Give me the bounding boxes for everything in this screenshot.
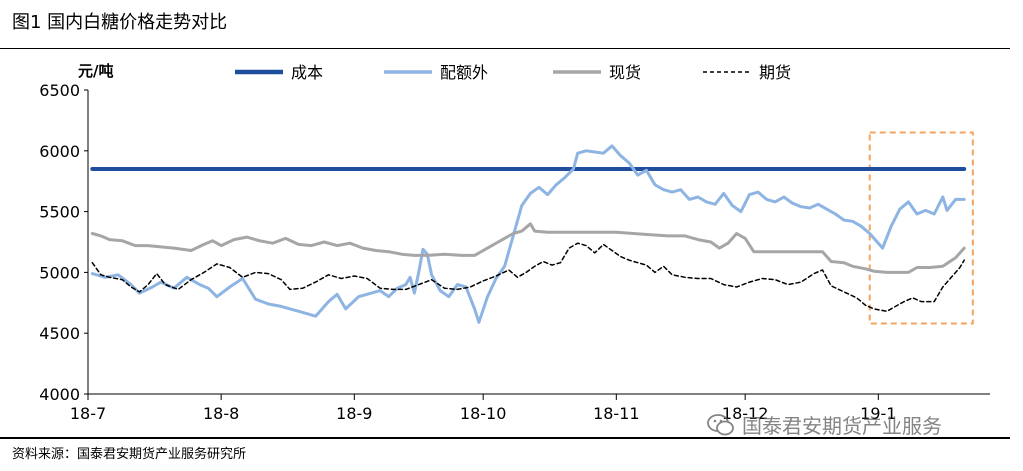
legend-label: 期货 (759, 63, 791, 82)
price-chart: 4000 4500 5000 5500 6000 6500 18-7 18-8 18-9 18-1… (39, 62, 990, 423)
y-unit-label: 元/吨 (78, 62, 113, 80)
x-tick-label: 18-10 (460, 404, 507, 423)
watermark-text: 国泰君安期货产业服务 (742, 414, 942, 438)
series-layer (90, 144, 967, 324)
y-tick-label: 6000 (39, 142, 80, 161)
figure-title: 图1 国内白糖价格走势对比 (12, 12, 228, 33)
legend: 成本 配额外 现货 期货 (235, 63, 791, 82)
series-line-2 (90, 222, 966, 274)
legend-label: 配额外 (440, 63, 488, 82)
x-tick-label: 18-11 (593, 404, 640, 423)
bottom-rule (0, 437, 1010, 439)
y-tick-label: 5500 (39, 203, 80, 222)
x-tick-label: 18-7 (70, 404, 106, 423)
y-tick-label: 4000 (39, 385, 80, 404)
legend-label: 现货 (609, 63, 641, 82)
x-tick-label: 18-8 (203, 404, 239, 423)
y-tick-label: 6500 (39, 81, 80, 100)
source-note: 资料来源：国泰君安期货产业服务研究所 (12, 447, 247, 462)
top-rule (0, 48, 1010, 49)
watermark: 国泰君安期货产业服务 (706, 410, 942, 439)
y-tick-label: 4500 (39, 324, 80, 343)
highlight-box (868, 131, 974, 325)
legend-label: 成本 (291, 63, 323, 82)
x-tick-label: 19-1 (860, 404, 896, 423)
y-tick-label: 5000 (39, 263, 80, 282)
series-line-3 (91, 242, 965, 313)
x-tick-label: 18-12 (722, 404, 769, 423)
series-line-1 (90, 144, 966, 324)
wechat-icon (707, 413, 734, 435)
axis-layer: 4000 4500 5000 5500 6000 6500 18-7 18-8 18-9 18-1… (39, 81, 990, 423)
x-tick-label: 18-9 (336, 404, 372, 423)
